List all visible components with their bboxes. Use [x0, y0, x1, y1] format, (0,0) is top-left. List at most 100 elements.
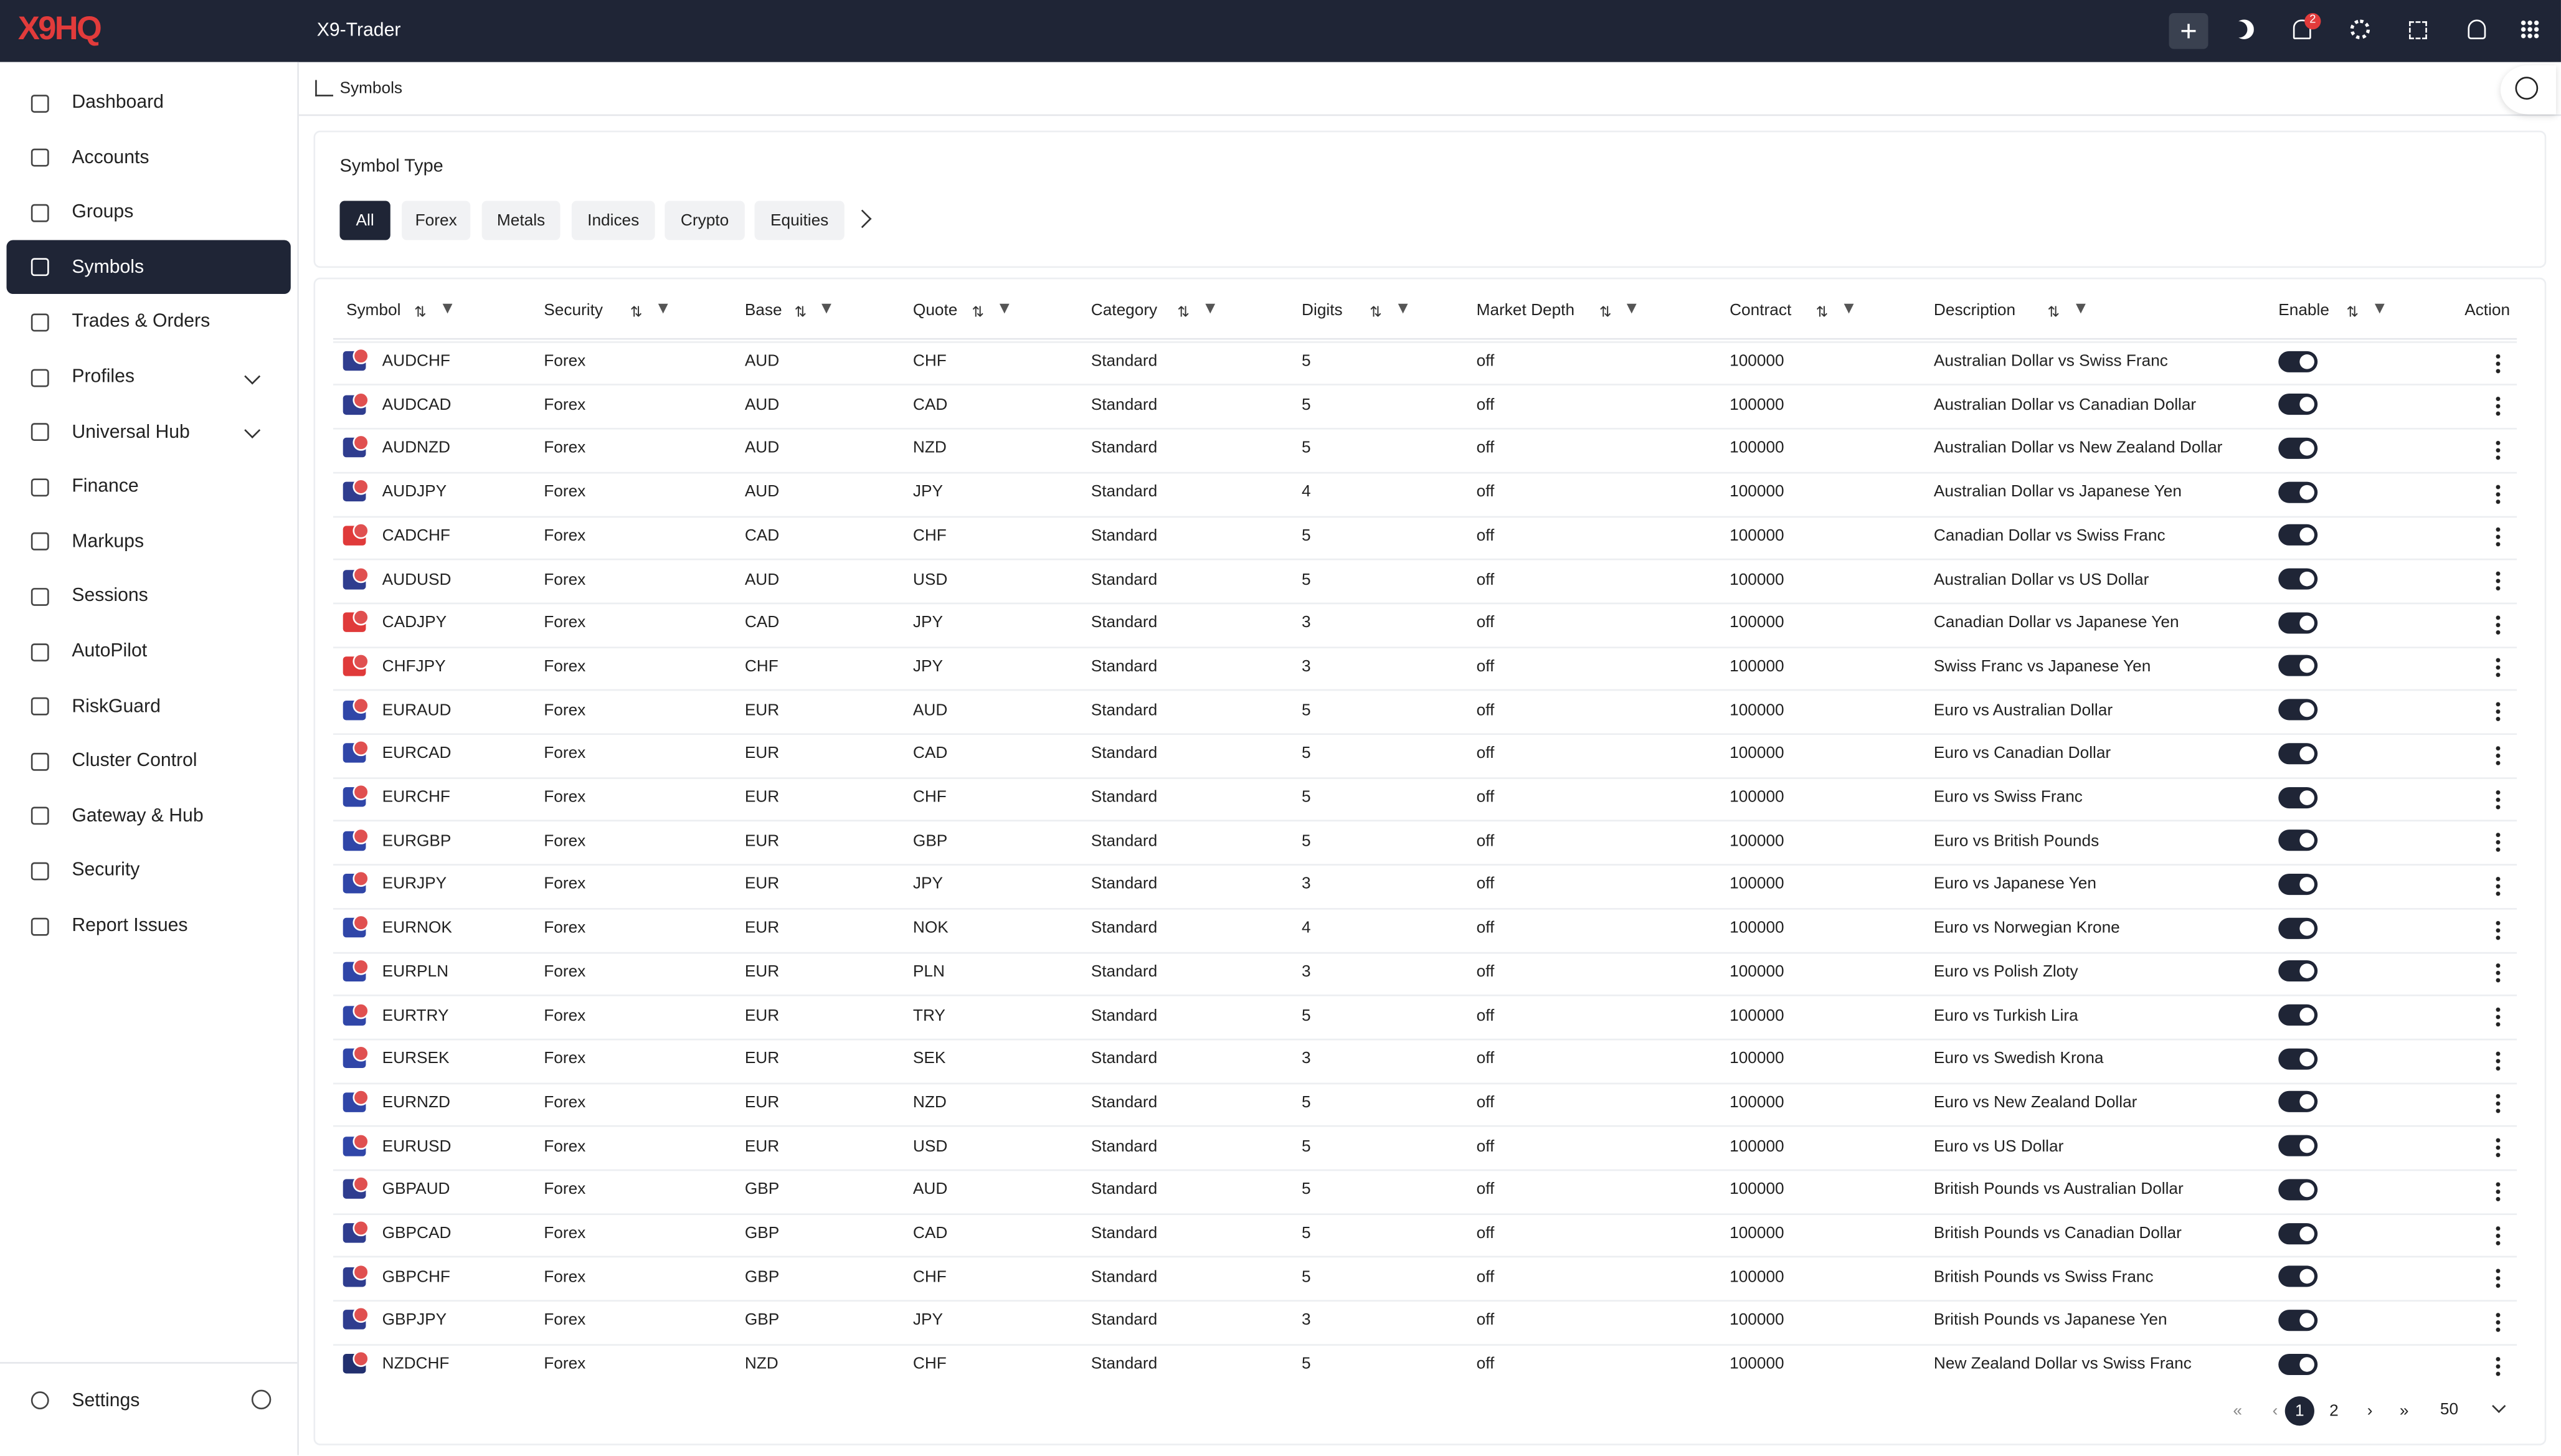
enable-toggle[interactable] — [2278, 742, 2318, 764]
column-header[interactable]: Contract — [1730, 302, 1792, 320]
nav-item[interactable]: Profiles — [6, 351, 290, 405]
table-cell[interactable]: AUDCHF — [382, 352, 450, 371]
sort-icon[interactable]: ⇅ — [2047, 303, 2060, 320]
table-cell[interactable]: GBPCAD — [382, 1224, 452, 1243]
enable-toggle[interactable] — [2278, 1309, 2318, 1331]
column-header[interactable]: Base — [744, 302, 782, 320]
filter-icon[interactable] — [2075, 303, 2085, 314]
row-actions[interactable] — [2496, 1267, 2501, 1289]
sort-icon[interactable]: ⇅ — [1370, 303, 1382, 320]
filter-icon[interactable] — [822, 303, 832, 314]
theme-toggle[interactable] — [2234, 19, 2253, 39]
filter-tab[interactable]: All — [339, 201, 391, 240]
apps-icon[interactable] — [2520, 19, 2540, 39]
table-cell[interactable]: EURCHF — [382, 788, 450, 807]
row-actions[interactable] — [2496, 1006, 2501, 1028]
enable-toggle[interactable] — [2278, 1265, 2318, 1287]
page-button[interactable]: 2 — [2329, 1402, 2339, 1421]
enable-toggle[interactable] — [2278, 960, 2318, 982]
enable-toggle[interactable] — [2278, 612, 2318, 633]
page-nav[interactable]: « — [2233, 1402, 2242, 1421]
table-cell[interactable]: EURNZD — [382, 1094, 450, 1112]
row-actions[interactable] — [2496, 919, 2501, 940]
table-cell[interactable]: AUDNZD — [382, 440, 450, 458]
table-cell[interactable]: EURAUD — [382, 701, 452, 720]
enable-toggle[interactable] — [2278, 655, 2318, 677]
table-cell[interactable]: EURGBP — [382, 832, 452, 851]
nav-item[interactable]: Security — [6, 844, 290, 898]
nav-item[interactable]: Universal Hub — [6, 405, 290, 460]
filter-icon[interactable] — [1397, 303, 1408, 314]
filter-icon[interactable] — [1205, 303, 1215, 314]
row-actions[interactable] — [2496, 352, 2501, 374]
row-actions[interactable] — [2496, 1180, 2501, 1202]
sort-icon[interactable]: ⇅ — [2346, 303, 2359, 320]
table-cell[interactable]: AUDUSD — [382, 570, 452, 589]
row-actions[interactable] — [2496, 701, 2501, 722]
table-cell[interactable]: AUDJPY — [382, 483, 447, 502]
help-button[interactable] — [2500, 65, 2557, 115]
row-actions[interactable] — [2496, 526, 2501, 548]
settings-link[interactable]: Settings — [6, 1373, 290, 1427]
filter-icon[interactable] — [2374, 303, 2384, 314]
filter-tab[interactable]: Indices — [571, 201, 655, 240]
table-cell[interactable]: EURUSD — [382, 1137, 452, 1156]
enable-toggle[interactable] — [2278, 786, 2318, 808]
row-actions[interactable] — [2496, 1354, 2501, 1376]
row-actions[interactable] — [2496, 962, 2501, 984]
nav-item[interactable]: RiskGuard — [6, 679, 290, 734]
nav-item[interactable]: Groups — [6, 186, 290, 240]
enable-toggle[interactable] — [2278, 394, 2318, 415]
filter-icon[interactable] — [442, 303, 452, 314]
row-actions[interactable] — [2496, 657, 2501, 679]
column-header[interactable]: Symbol — [346, 302, 401, 320]
row-actions[interactable] — [2496, 875, 2501, 897]
enable-toggle[interactable] — [2278, 1222, 2318, 1244]
page-size[interactable]: 50 — [2425, 1396, 2520, 1425]
enable-toggle[interactable] — [2278, 830, 2318, 851]
nav-item[interactable]: Dashboard — [6, 76, 290, 130]
column-header[interactable]: Enable — [2278, 302, 2329, 320]
table-cell[interactable]: NZDCHF — [382, 1355, 450, 1374]
page-nav[interactable]: › — [2367, 1402, 2373, 1421]
page-nav[interactable]: » — [2399, 1402, 2409, 1421]
row-actions[interactable] — [2496, 831, 2501, 853]
nav-item[interactable]: Symbols — [6, 240, 291, 295]
table-cell[interactable]: EURTRY — [382, 1006, 449, 1025]
table-cell[interactable]: EURNOK — [382, 919, 452, 938]
logo[interactable]: X9HQ — [17, 11, 102, 48]
breadcrumb[interactable]: Symbols — [339, 80, 403, 98]
enable-toggle[interactable] — [2278, 699, 2318, 721]
page-button[interactable]: 1 — [2284, 1396, 2314, 1426]
enable-toggle[interactable] — [2278, 1047, 2318, 1069]
column-header[interactable]: Market Depth — [1476, 302, 1575, 320]
filter-tab[interactable]: Metals — [481, 201, 561, 240]
column-header[interactable]: Action — [2464, 302, 2511, 320]
table-cell[interactable]: EURCAD — [382, 745, 452, 763]
row-actions[interactable] — [2496, 788, 2501, 810]
enable-toggle[interactable] — [2278, 1178, 2318, 1200]
row-actions[interactable] — [2496, 1137, 2501, 1158]
enable-toggle[interactable] — [2278, 481, 2318, 503]
table-cell[interactable]: EURJPY — [382, 876, 447, 894]
nav-item[interactable]: Gateway & Hub — [6, 789, 290, 843]
notifications[interactable] — [2293, 19, 2311, 39]
table-cell[interactable]: CADJPY — [382, 614, 447, 633]
filter-icon[interactable] — [1627, 303, 1637, 314]
sort-icon[interactable]: ⇅ — [1599, 303, 1612, 320]
nav-item[interactable]: Markups — [6, 515, 290, 569]
settings-icon[interactable] — [2350, 19, 2370, 39]
row-actions[interactable] — [2496, 1224, 2501, 1246]
table-cell[interactable]: CADCHF — [382, 527, 450, 546]
table-cell[interactable]: GBPAUD — [382, 1181, 450, 1199]
column-header[interactable]: Security — [544, 302, 603, 320]
sort-icon[interactable]: ⇅ — [630, 303, 643, 320]
fullscreen-icon[interactable] — [2409, 21, 2427, 39]
filter-tab[interactable]: Crypto — [665, 201, 745, 240]
enable-toggle[interactable] — [2278, 873, 2318, 895]
nav-item[interactable]: Sessions — [6, 570, 290, 624]
enable-toggle[interactable] — [2278, 524, 2318, 546]
table-cell[interactable]: EURPLN — [382, 963, 449, 981]
filter-icon[interactable] — [1844, 303, 1853, 314]
row-actions[interactable] — [2496, 1093, 2501, 1115]
